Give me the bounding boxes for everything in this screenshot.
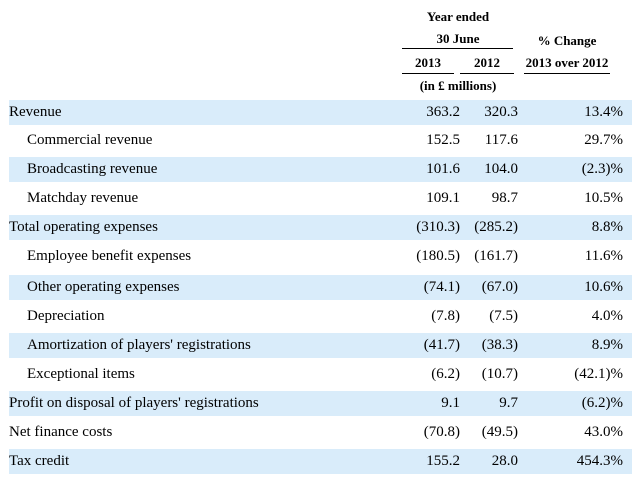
table-row: Broadcasting revenue 101.6 104.0 (2.3)% (9, 157, 632, 182)
table-row: Employee benefit expenses (180.5) (161.7) 1… (9, 244, 632, 269)
value-pct-change: (42.1)% (574, 366, 623, 382)
value-2012: 117.6 (484, 132, 518, 148)
row-label: Net finance costs (9, 424, 113, 440)
value-2013: 155.2 (426, 453, 460, 469)
table-row: Profit on disposal of players' registrat… (9, 391, 632, 416)
row-label: Profit on disposal of players' registrat… (9, 395, 259, 411)
table-row: Revenue 363.2 320.3 13.4% (9, 100, 632, 125)
header-rule-year (402, 48, 513, 49)
row-label: Revenue (9, 104, 62, 120)
row-label: Total operating expenses (9, 219, 158, 235)
value-2013: (6.2) (431, 366, 460, 382)
value-pct-change: 8.9% (591, 337, 623, 353)
value-2012: (161.7) (474, 248, 518, 264)
value-2012: (7.5) (489, 308, 518, 324)
value-2012: 9.7 (499, 395, 518, 411)
value-pct-change: (6.2)% (581, 395, 623, 411)
value-2012: 320.3 (484, 104, 518, 120)
table-row: Tax credit 155.2 28.0 454.3% (9, 449, 632, 474)
header-rule-2013 (402, 73, 454, 74)
value-pct-change: 10.5% (584, 190, 623, 206)
table-row: Matchday revenue 109.1 98.7 10.5% (9, 186, 632, 211)
row-label: Matchday revenue (27, 190, 139, 206)
value-2013: 9.1 (441, 395, 460, 411)
header-units: (in £ millions) (419, 78, 497, 93)
value-2012: (49.5) (481, 424, 518, 440)
row-label: Other operating expenses (27, 279, 180, 295)
value-2012: 28.0 (491, 453, 518, 469)
value-2012: (285.2) (474, 219, 518, 235)
value-pct-change: 8.8% (591, 219, 623, 235)
value-pct-change: (2.3)% (581, 161, 623, 177)
header-col-2013: 2013 (415, 55, 441, 70)
header-compare: 2013 over 2012 (525, 55, 609, 70)
header-pct-change: % Change (537, 33, 597, 48)
value-pct-change: 4.0% (591, 308, 623, 324)
value-2013: 363.2 (426, 104, 460, 120)
value-pct-change: 10.6% (584, 279, 623, 295)
row-label: Depreciation (27, 308, 105, 324)
table-row: Exceptional items (6.2) (10.7) (42.1)% (9, 362, 632, 387)
value-2013: 101.6 (426, 161, 460, 177)
table-row: Total operating expenses (310.3) (285.2) 8.… (9, 215, 632, 240)
header-rule-compare (524, 73, 610, 74)
value-2013: (41.7) (423, 337, 460, 353)
value-2013: (7.8) (431, 308, 460, 324)
row-label: Tax credit (9, 453, 70, 469)
value-2013: (74.1) (423, 279, 460, 295)
table-row: Net finance costs (70.8) (49.5) 43.0% (9, 420, 632, 445)
row-label: Exceptional items (27, 366, 135, 382)
value-pct-change: 29.7% (584, 132, 623, 148)
value-2012: (38.3) (481, 337, 518, 353)
row-label: Broadcasting revenue (27, 161, 158, 177)
value-2013: (70.8) (423, 424, 460, 440)
value-2012: (10.7) (481, 366, 518, 382)
value-2013: (180.5) (416, 248, 460, 264)
value-2013: 109.1 (426, 190, 460, 206)
table-row: Commercial revenue 152.5 117.6 29.7% (9, 128, 632, 153)
header-date: 30 June (436, 31, 480, 46)
value-2012: (67.0) (481, 279, 518, 295)
value-pct-change: 11.6% (584, 248, 623, 264)
header-year-ended: Year ended (426, 9, 490, 24)
row-label: Amortization of players' registrations (27, 337, 251, 353)
table-row: Other operating expenses (74.1) (67.0) 10.6… (9, 275, 632, 300)
value-2012: 104.0 (484, 161, 518, 177)
value-2013: 152.5 (426, 132, 460, 148)
value-pct-change: 43.0% (584, 424, 623, 440)
row-label: Commercial revenue (27, 132, 153, 148)
value-2013: (310.3) (416, 219, 460, 235)
table-row: Amortization of players' registrations (4… (9, 333, 632, 358)
value-pct-change: 13.4% (584, 104, 623, 120)
table-row: Depreciation (7.8) (7.5) 4.0% (9, 304, 632, 329)
value-pct-change: 454.3% (576, 453, 623, 469)
header-col-2012: 2012 (474, 55, 500, 70)
row-label: Employee benefit expenses (27, 248, 192, 264)
header-rule-2012 (460, 73, 514, 74)
value-2012: 98.7 (491, 190, 518, 206)
